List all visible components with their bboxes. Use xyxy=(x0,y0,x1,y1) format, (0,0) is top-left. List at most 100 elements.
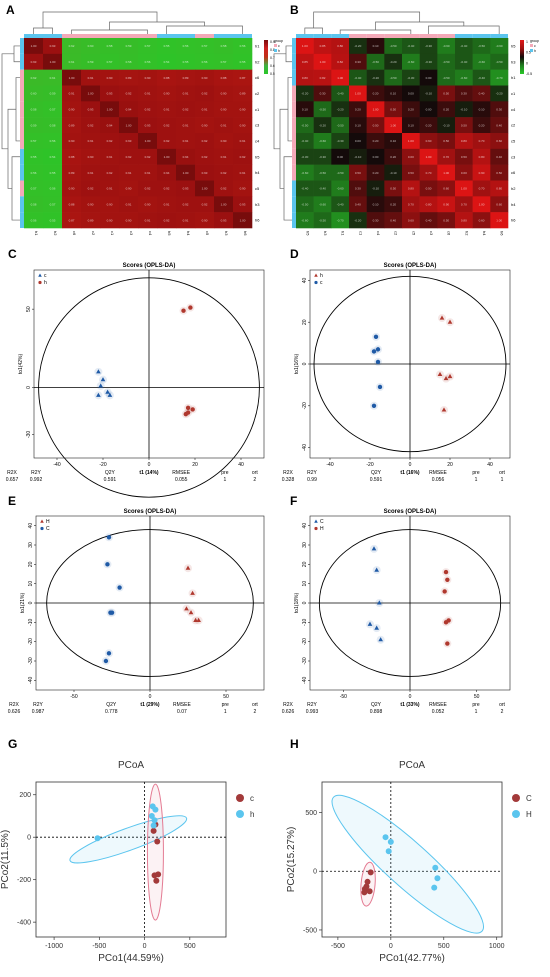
cell-value: 0.93 xyxy=(240,202,246,206)
column-label: c6 xyxy=(72,231,77,236)
legend-swatch xyxy=(274,44,277,47)
cell-value: 0.91 xyxy=(183,218,189,222)
data-point xyxy=(148,812,155,819)
stat-value: 2 xyxy=(253,477,256,483)
cell-value: 0.85 xyxy=(320,44,326,48)
data-point-triangle xyxy=(441,407,447,412)
left-dendrogram xyxy=(1,45,20,221)
cell-value: 0.40 xyxy=(426,218,432,222)
heatmap-cell xyxy=(490,85,509,102)
stat-value: 0.052 xyxy=(432,709,445,715)
cell-value: 0.59 xyxy=(88,60,94,64)
x-tick-label: 40 xyxy=(238,462,244,468)
cell-value: 0.91 xyxy=(240,139,246,143)
column-label: c3 xyxy=(129,231,134,236)
data-point xyxy=(109,610,115,615)
heatmap-cell xyxy=(138,69,158,86)
x-tick-label: -500 xyxy=(331,943,345,950)
data-point-triangle xyxy=(374,567,380,572)
heatmap-cell xyxy=(384,164,403,181)
heatmap-cell xyxy=(176,69,196,86)
group-bar-cell xyxy=(402,34,420,38)
heatmap-cell xyxy=(437,69,456,86)
cell-value: 0.90 xyxy=(221,107,227,111)
heatmap-cell xyxy=(472,164,491,181)
heatmap-cell xyxy=(195,38,215,55)
cell-value: 1.00 xyxy=(50,60,56,64)
x-tick-label: 20 xyxy=(192,462,198,468)
heatmap-cell xyxy=(384,53,403,70)
group-bar-cell xyxy=(292,148,296,165)
heatmap-cell xyxy=(349,85,367,102)
cell-value: -0.50 xyxy=(337,171,344,175)
data-point-triangle xyxy=(98,383,104,388)
legend-label: h xyxy=(278,49,280,53)
scale-tick-label: 0.5 xyxy=(270,72,275,76)
heatmap-cell xyxy=(331,38,350,55)
heatmap-cell xyxy=(81,101,101,118)
cell-value: 0.58 xyxy=(31,202,37,206)
heatmap-cell xyxy=(313,212,332,229)
cell-value: 0.61 xyxy=(50,76,56,80)
cell-value: 0.57 xyxy=(107,60,113,64)
stat-header: pre xyxy=(472,702,479,708)
cell-value: 1.00 xyxy=(31,44,37,48)
stat-header: ort xyxy=(252,470,258,476)
heatmap-cell xyxy=(419,180,438,197)
group-bar-cell xyxy=(292,101,296,118)
cell-value: 0.90 xyxy=(202,76,208,80)
cell-value: 1.00 xyxy=(240,218,246,222)
row-label: c5 xyxy=(511,138,516,143)
cell-value: -0.10 xyxy=(354,155,361,159)
heatmap-cell xyxy=(62,69,82,86)
cell-value: 0.91 xyxy=(221,155,227,159)
heatmap-cell xyxy=(349,212,367,229)
heatmap-cell xyxy=(366,69,385,86)
dendro-branch xyxy=(33,27,53,34)
stat-value: 0.328 xyxy=(282,477,295,483)
panel-letter-b: B xyxy=(290,3,299,17)
heatmap-cell xyxy=(24,212,44,229)
row-label: c4 xyxy=(511,107,516,112)
cell-value: 0.87 xyxy=(69,218,75,222)
heatmap-cell xyxy=(472,101,491,118)
cell-value: -0.40 xyxy=(301,187,308,191)
cell-value: 0.91 xyxy=(145,171,151,175)
data-point xyxy=(373,334,379,340)
heatmap-cell xyxy=(349,133,367,150)
data-point xyxy=(445,577,450,582)
stat-header: Q2Y xyxy=(371,470,382,476)
cell-value: 0.93 xyxy=(183,187,189,191)
heatmap-cell xyxy=(490,117,509,134)
y-axis-label: to1(21%) xyxy=(20,593,26,614)
heatmap-cell xyxy=(81,85,101,102)
heatmap-cell xyxy=(119,164,139,181)
y-tick-label: -40 xyxy=(28,677,34,684)
legend-swatch xyxy=(530,44,533,47)
panel-letter-c: C xyxy=(8,247,17,261)
stat-value: 1 xyxy=(224,477,227,483)
data-point xyxy=(385,848,392,855)
cell-value: 0.50 xyxy=(443,218,449,222)
stat-header: RMSEE xyxy=(429,702,447,708)
cell-value: -0.50 xyxy=(443,60,450,64)
cell-value: 0.70 xyxy=(461,202,467,206)
heatmap-cell xyxy=(455,117,473,134)
cell-value: 0.89 xyxy=(88,218,94,222)
heatmap-cell xyxy=(157,164,177,181)
x-tick-label: 0 xyxy=(143,943,147,950)
data-point-triangle xyxy=(38,273,42,277)
color-scale-bar xyxy=(520,40,524,74)
legend-label: h xyxy=(320,273,323,279)
x-tick-label: -50 xyxy=(340,694,347,700)
cell-value: 1.00 xyxy=(443,171,449,175)
cell-value: -0.10 xyxy=(425,92,432,96)
group-bar-cell xyxy=(292,133,296,149)
y-tick-label: 40 xyxy=(302,277,308,283)
heatmap-cell xyxy=(195,117,215,134)
cell-value: 0.58 xyxy=(126,60,132,64)
heatmap-cell xyxy=(157,212,177,229)
dendro-branch xyxy=(15,77,20,142)
heatmap-cell xyxy=(24,133,44,150)
heatmap-cell xyxy=(24,148,44,165)
